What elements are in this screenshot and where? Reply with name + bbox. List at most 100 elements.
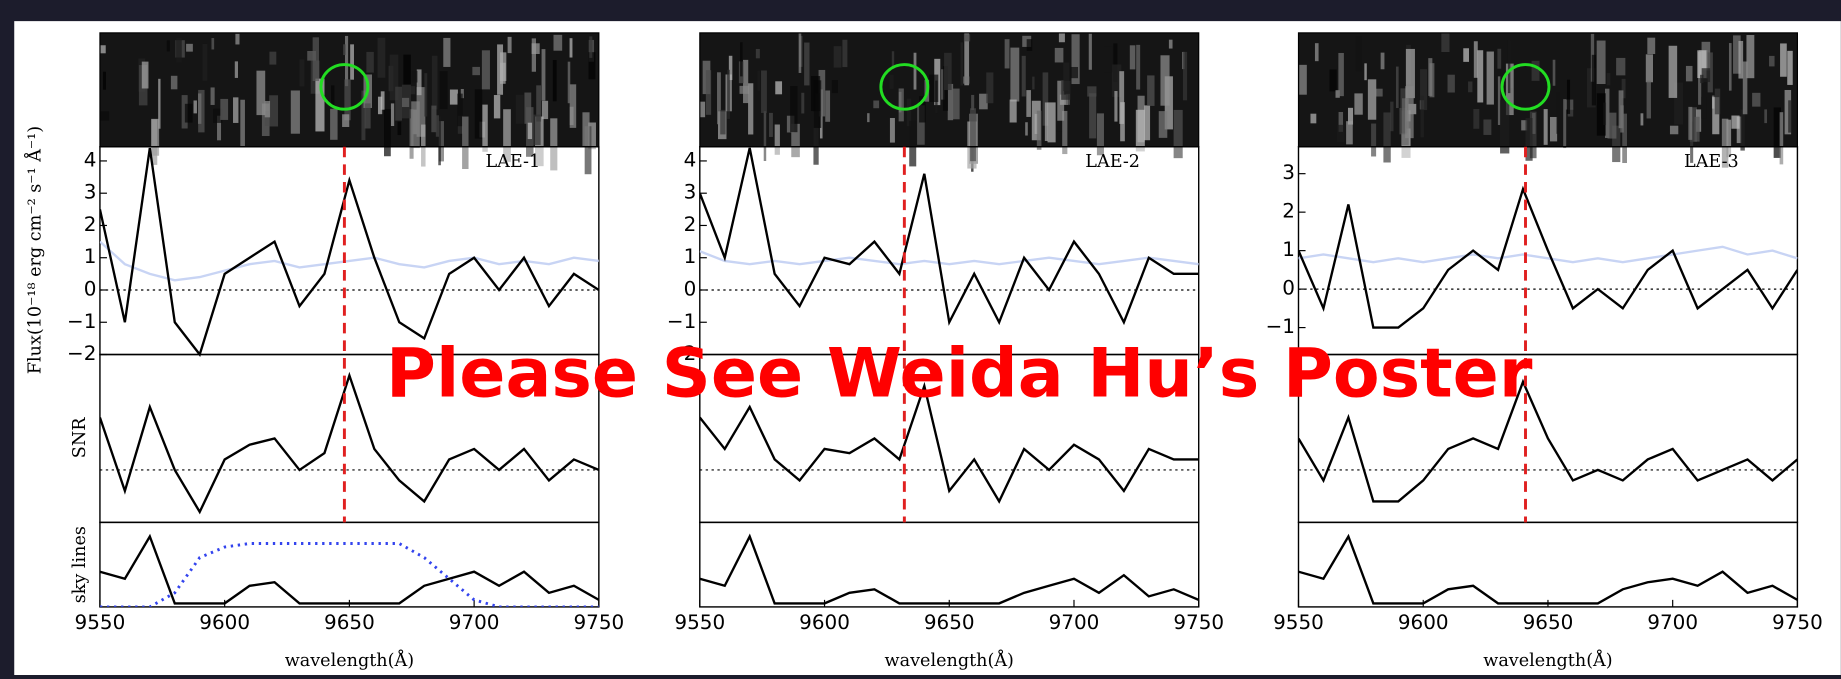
image-noise bbox=[1096, 113, 1104, 156]
image-noise bbox=[979, 93, 988, 110]
y-tick-label: 0 bbox=[684, 276, 697, 300]
image-noise bbox=[1473, 41, 1478, 78]
image-noise bbox=[181, 95, 188, 129]
image-noise bbox=[1731, 115, 1740, 129]
image-noise bbox=[941, 69, 945, 100]
image-noise bbox=[1071, 34, 1080, 85]
image-noise bbox=[380, 91, 385, 110]
image-noise bbox=[1685, 65, 1693, 82]
image-noise bbox=[1405, 86, 1414, 139]
image-noise bbox=[569, 38, 573, 58]
image-noise bbox=[763, 111, 767, 161]
image-noise bbox=[1070, 66, 1079, 79]
image-noise bbox=[211, 38, 215, 50]
image-noise bbox=[397, 121, 402, 136]
x-tick-label: 9550 bbox=[75, 610, 126, 634]
image-noise bbox=[443, 37, 451, 67]
image-noise bbox=[804, 42, 810, 86]
snr-line bbox=[99, 371, 599, 515]
image-noise bbox=[1335, 90, 1340, 98]
image-noise bbox=[515, 94, 524, 124]
image-noise bbox=[1114, 91, 1118, 122]
image-frame bbox=[1297, 32, 1798, 148]
image-noise bbox=[1556, 92, 1560, 134]
image-noise bbox=[1736, 116, 1742, 144]
image-noise bbox=[1310, 113, 1317, 124]
y-tick-label: 4 bbox=[684, 147, 697, 171]
flux-line bbox=[99, 147, 599, 358]
image-noise bbox=[315, 78, 325, 132]
image-noise bbox=[431, 55, 438, 110]
image-noise bbox=[1405, 48, 1415, 99]
image-noise bbox=[1779, 112, 1784, 165]
source-circle bbox=[319, 63, 370, 111]
image-noise bbox=[919, 96, 926, 123]
image-noise bbox=[1428, 58, 1433, 96]
image-noise bbox=[416, 69, 422, 96]
image-noise bbox=[264, 111, 270, 126]
image-noise bbox=[1062, 110, 1068, 155]
image-noise bbox=[482, 104, 488, 152]
y-tick-label: −2 bbox=[667, 341, 696, 365]
x-tick-label: 9650 bbox=[924, 610, 975, 634]
image-noise bbox=[1160, 55, 1170, 106]
image-noise bbox=[460, 88, 464, 99]
image-noise bbox=[202, 43, 208, 81]
image-noise bbox=[264, 100, 271, 118]
image-noise bbox=[269, 51, 277, 65]
image-noise bbox=[569, 84, 577, 128]
image-noise bbox=[210, 87, 215, 105]
image-noise bbox=[158, 78, 161, 129]
image-noise bbox=[1497, 48, 1502, 69]
image-noise bbox=[567, 61, 571, 104]
image-noise bbox=[699, 101, 706, 118]
image-noise bbox=[472, 66, 480, 76]
image-noise bbox=[493, 95, 501, 119]
y-tick-label: −1 bbox=[667, 309, 696, 333]
image-noise bbox=[813, 80, 822, 128]
image-noise bbox=[1158, 111, 1168, 138]
image-noise bbox=[170, 75, 178, 90]
image-noise bbox=[462, 116, 469, 170]
image-noise bbox=[449, 89, 458, 105]
image-noise bbox=[269, 95, 279, 127]
image-noise bbox=[527, 122, 533, 140]
image-noise bbox=[842, 39, 848, 68]
image-noise bbox=[1707, 52, 1713, 93]
chart: 9550 9600 9650 9700 9750 wavelength(Å) −1 0 1 2 3 L… bbox=[1266, 32, 1823, 671]
image-noise bbox=[457, 93, 463, 127]
image-noise bbox=[1463, 48, 1470, 62]
y-axis-label: Flux(10⁻¹⁸ erg cm⁻² s⁻¹ Å⁻¹) bbox=[23, 126, 45, 374]
image-noise bbox=[1182, 51, 1188, 101]
x-tick-label: 9700 bbox=[1049, 610, 1100, 634]
image-noise bbox=[589, 36, 593, 58]
x-tick-label: 9700 bbox=[1647, 610, 1698, 634]
image-noise bbox=[1698, 51, 1702, 105]
image-noise bbox=[1103, 46, 1113, 73]
image-noise bbox=[1173, 109, 1183, 159]
image-noise bbox=[1621, 78, 1626, 99]
image-noise bbox=[141, 61, 149, 89]
y-tick-label: 3 bbox=[1282, 160, 1295, 184]
image-noise bbox=[1529, 111, 1537, 159]
image-noise bbox=[1042, 72, 1049, 126]
flux-line bbox=[1298, 185, 1798, 329]
image-noise bbox=[1026, 90, 1031, 117]
image-noise bbox=[898, 88, 904, 122]
image-noise bbox=[500, 52, 507, 81]
image-noise bbox=[1483, 119, 1492, 135]
image-noise bbox=[389, 54, 399, 101]
image-noise bbox=[960, 42, 963, 86]
image-noise bbox=[1147, 75, 1155, 106]
y-tick-label: 3 bbox=[684, 180, 697, 204]
image-noise bbox=[584, 126, 592, 175]
image-noise bbox=[312, 37, 319, 82]
image-noise bbox=[479, 121, 486, 138]
image-noise bbox=[553, 34, 563, 51]
image-noise bbox=[1500, 100, 1510, 154]
image-noise bbox=[1420, 69, 1428, 111]
image-noise bbox=[1336, 124, 1345, 143]
image-noise bbox=[1004, 39, 1010, 69]
image-noise bbox=[944, 52, 952, 91]
image-noise bbox=[775, 81, 783, 95]
